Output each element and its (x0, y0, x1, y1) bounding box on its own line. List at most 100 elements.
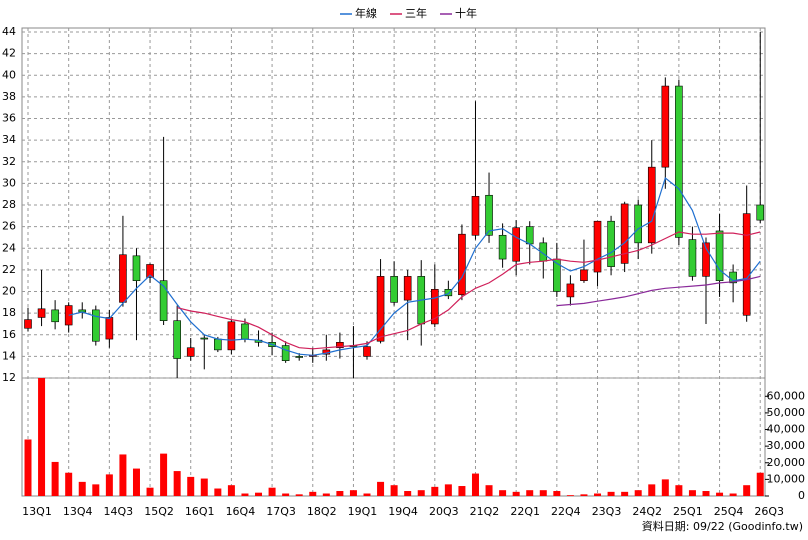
candle-body (295, 356, 304, 358)
candle-body (24, 319, 32, 329)
x-tick-label: 24Q2 (632, 505, 662, 518)
candle-body (471, 196, 480, 236)
volume-bar (268, 487, 276, 496)
candle-body (200, 337, 209, 340)
volume-bar (553, 491, 561, 496)
x-tick-label: 17Q3 (266, 505, 296, 518)
y-tick-label: 50,000 (767, 406, 806, 419)
volume-bar (363, 493, 371, 496)
volume-bar (580, 494, 588, 496)
candle-body (756, 204, 765, 221)
volume-bar (485, 485, 493, 496)
candle-body (742, 213, 751, 316)
volume-bar (160, 453, 168, 496)
volume-bar (607, 491, 615, 496)
candle-body (566, 283, 575, 298)
candle-body (37, 308, 46, 318)
candle-body (620, 203, 629, 264)
volume-bar (444, 484, 452, 496)
volume-bar (756, 472, 764, 496)
volume-bar (336, 491, 344, 496)
x-tick-label: 19Q1 (348, 505, 378, 518)
volume-bar (349, 490, 357, 496)
volume-bar (390, 485, 398, 496)
candle-body (458, 233, 466, 296)
candle-body (593, 220, 602, 273)
volume-bar (227, 485, 235, 496)
y-tick-label: 24 (2, 241, 16, 254)
volume-bar (648, 484, 656, 496)
candle-body (241, 323, 249, 340)
candle-body (390, 276, 398, 303)
volume-bar (716, 492, 724, 496)
volume-bar (255, 492, 263, 496)
y-tick-label: 42 (2, 47, 16, 60)
candle-body (105, 317, 114, 340)
x-tick-label: 14Q3 (104, 505, 134, 518)
x-tick-label: 19Q4 (388, 505, 418, 518)
volume-bar (458, 486, 466, 496)
volume-bar (471, 473, 479, 496)
y-tick-label: 36 (2, 112, 16, 125)
y-tick-label: 26 (2, 220, 16, 233)
candle-body (214, 338, 222, 351)
y-tick-label: 44 (2, 25, 16, 38)
volume-bar (119, 454, 127, 496)
x-tick-label: 23Q3 (592, 505, 622, 518)
volume-bar (146, 487, 154, 496)
y-tick-label: 40,000 (767, 423, 806, 436)
candle-body (688, 239, 697, 277)
volume-bar (404, 491, 412, 496)
candle-body (159, 280, 168, 321)
y-tick-label: 18 (2, 306, 16, 319)
volume-bar (621, 491, 629, 496)
candle-body (119, 254, 127, 303)
candle-body (444, 289, 453, 297)
candle-body (525, 226, 534, 245)
volume-bar (594, 493, 602, 496)
candle-body (173, 320, 181, 359)
legend-label: 十年 (455, 6, 477, 20)
average-line (556, 275, 761, 307)
candle-body (363, 346, 371, 357)
x-tick-label: 15Q2 (144, 505, 174, 518)
y-tick-label: 10,000 (767, 472, 806, 485)
y-tick-label: 34 (2, 133, 16, 146)
volume-bar (65, 472, 73, 496)
candle-body (702, 242, 710, 277)
x-tick-label: 21Q2 (470, 505, 500, 518)
volume-bar (38, 378, 46, 496)
volume-bar (675, 485, 683, 496)
candle-body (647, 166, 656, 244)
candle-body (485, 194, 493, 236)
candle-body (675, 85, 683, 238)
x-tick-label: 16Q1 (185, 505, 215, 518)
y-tick-label: 20,000 (767, 456, 806, 469)
x-tick-label: 25Q1 (673, 505, 703, 518)
candle-body (281, 345, 290, 361)
volume-bar (214, 488, 222, 496)
candle-body (227, 321, 236, 351)
volume-bar (377, 481, 385, 496)
x-tick-label: 25Q4 (714, 505, 744, 518)
volume-bar (24, 439, 32, 496)
y-tick-label: 12 (2, 371, 16, 384)
volume-bar (200, 478, 208, 496)
volume-bar (688, 490, 696, 496)
y-tick-label: 20 (2, 285, 16, 298)
x-tick-label: 26Q3 (754, 505, 784, 518)
volume-bar (634, 490, 642, 496)
y-tick-label: 14 (2, 349, 16, 362)
candle-body (186, 347, 195, 357)
volume-bar (539, 490, 547, 496)
candle-body (715, 230, 724, 281)
legend-label: 三年 (405, 6, 427, 20)
volume-bar (566, 495, 574, 496)
y-tick-label: 0 (798, 489, 805, 502)
candle-body (376, 276, 385, 342)
volume-bar (499, 490, 507, 496)
candle-body (634, 204, 643, 244)
y-tick-label: 40 (2, 68, 16, 81)
candle-body (661, 85, 670, 168)
volume-bar (661, 479, 669, 496)
